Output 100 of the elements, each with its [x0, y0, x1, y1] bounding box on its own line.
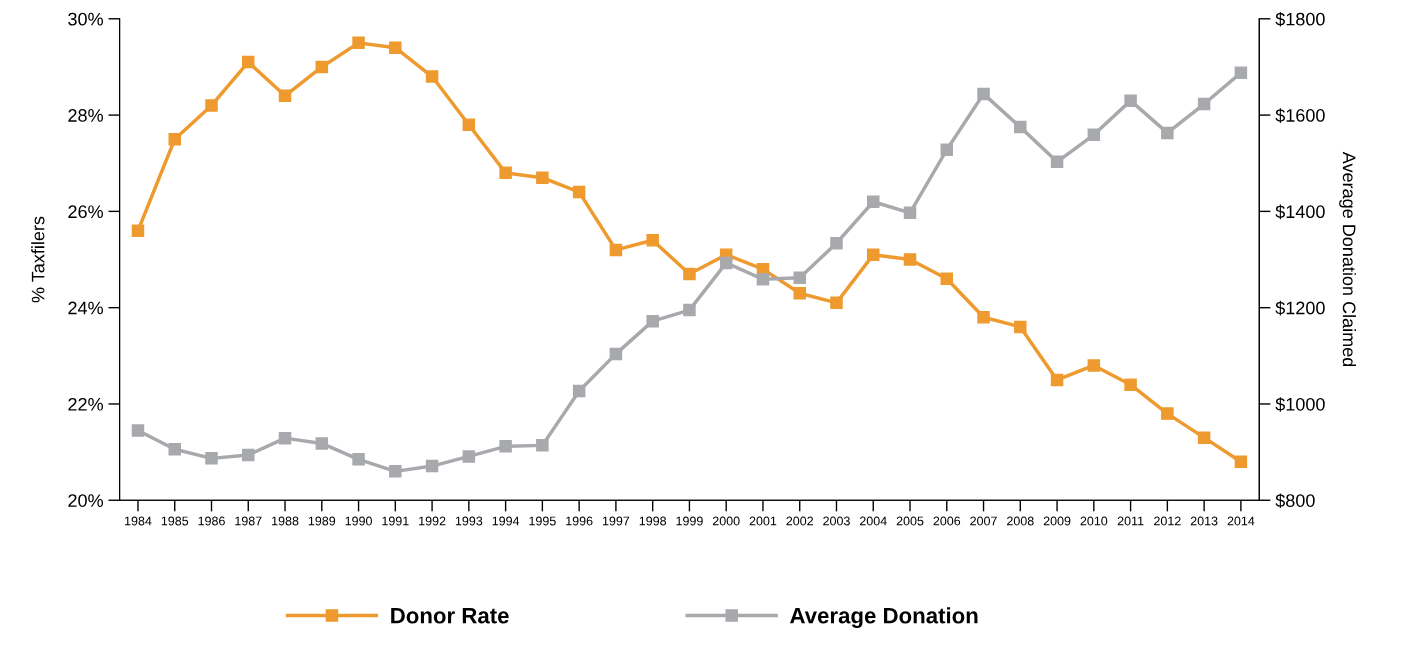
point — [278, 431, 292, 445]
point — [609, 243, 623, 257]
x-tick-label: 2005 — [896, 516, 924, 526]
x-tick-label: 2001 — [749, 516, 777, 526]
point — [1161, 407, 1174, 420]
x-tick-label: 1993 — [455, 516, 483, 526]
point — [536, 439, 549, 452]
y-tick-label: 26% — [68, 205, 103, 219]
point — [389, 41, 402, 54]
point — [1014, 120, 1027, 134]
point — [499, 166, 512, 180]
x-tick-label: 2002 — [786, 516, 813, 526]
point — [168, 132, 181, 146]
point — [866, 248, 880, 261]
point — [315, 60, 329, 74]
y2-tick-label: $1000 — [1275, 397, 1325, 412]
x-tick-label: 2003 — [823, 516, 850, 526]
x-tick-label: 2008 — [1007, 516, 1034, 526]
x-tick-label: 1984 — [125, 516, 152, 526]
point — [352, 453, 365, 466]
x-tick-label: 2010 — [1080, 516, 1108, 526]
x-tick-label: 2009 — [1043, 516, 1071, 526]
point — [462, 450, 476, 463]
point — [903, 253, 917, 266]
x-tick-label: 2004 — [859, 516, 887, 526]
y2-tick-label: $1600 — [1275, 108, 1325, 123]
point — [462, 118, 476, 131]
point — [646, 234, 659, 247]
x-tick-label: 1991 — [382, 516, 409, 526]
x-tick-label: 2006 — [933, 516, 961, 526]
y2-tick-label: $1800 — [1275, 11, 1325, 27]
point — [205, 99, 218, 112]
x-tick-label: 2007 — [970, 516, 997, 526]
x-tick-label: 1986 — [198, 516, 225, 526]
point — [131, 224, 145, 237]
y-tick-label: 28% — [68, 109, 103, 122]
x-tick-label: 2014 — [1227, 516, 1255, 526]
legend-label: Average Donation — [790, 607, 978, 628]
x-tick-label: 1989 — [308, 516, 336, 526]
legend-label: Donor Rate — [391, 608, 509, 624]
point — [793, 271, 806, 285]
y2-axis-title: Average Donation Claimed — [1339, 151, 1356, 367]
x-tick-label: 1997 — [602, 516, 630, 526]
point — [1234, 455, 1248, 468]
point — [1050, 155, 1064, 169]
point — [609, 347, 623, 361]
point — [830, 236, 843, 250]
y-axis-title: % Taxfilers — [31, 216, 45, 303]
x-tick-label: 1985 — [161, 516, 189, 526]
x-tick-label: 1987 — [235, 516, 262, 526]
x-tick-label: 1999 — [676, 516, 703, 526]
point — [315, 437, 329, 450]
x-tick-label: 1995 — [529, 516, 556, 526]
point — [536, 171, 549, 184]
point — [646, 314, 659, 328]
point — [756, 273, 770, 286]
y-tick-label: 24% — [68, 301, 103, 315]
x-tick-label: 1998 — [639, 516, 667, 526]
x-tick-label: 2000 — [712, 516, 740, 526]
point — [389, 465, 402, 478]
point — [242, 55, 255, 69]
x-tick-label: 2013 — [1190, 516, 1218, 526]
y2-tick-label: $1200 — [1275, 300, 1325, 316]
point — [940, 143, 954, 157]
point — [242, 448, 255, 462]
point — [1014, 320, 1027, 334]
y-tick-label: 20% — [68, 494, 103, 507]
point — [278, 89, 292, 103]
x-tick-label: 2011 — [1117, 516, 1144, 526]
y-tick-label: 30% — [68, 12, 103, 26]
x-tick-label: 1990 — [345, 516, 372, 526]
point — [168, 442, 181, 456]
point — [1050, 373, 1064, 387]
point — [572, 185, 586, 199]
point — [940, 272, 954, 286]
point — [793, 286, 806, 300]
point — [977, 87, 990, 101]
point — [572, 384, 586, 398]
x-tick-label: 1994 — [492, 516, 520, 526]
x-tick-label: 1992 — [419, 516, 446, 526]
point — [830, 296, 843, 310]
point — [1087, 359, 1101, 372]
point — [1124, 94, 1137, 107]
point — [1161, 126, 1174, 140]
point — [1124, 378, 1137, 391]
point — [719, 256, 733, 270]
point — [425, 70, 439, 83]
y2-tick-label: $1400 — [1275, 204, 1325, 220]
point — [205, 452, 218, 465]
point — [1197, 431, 1211, 444]
point — [683, 267, 696, 281]
point — [866, 195, 880, 208]
point — [1197, 97, 1211, 111]
point — [683, 303, 696, 317]
point — [1087, 128, 1101, 142]
point — [977, 311, 990, 324]
point — [499, 440, 512, 453]
y-tick-label: 22% — [68, 397, 103, 411]
point — [352, 36, 365, 50]
x-tick-label: 2012 — [1154, 516, 1181, 526]
